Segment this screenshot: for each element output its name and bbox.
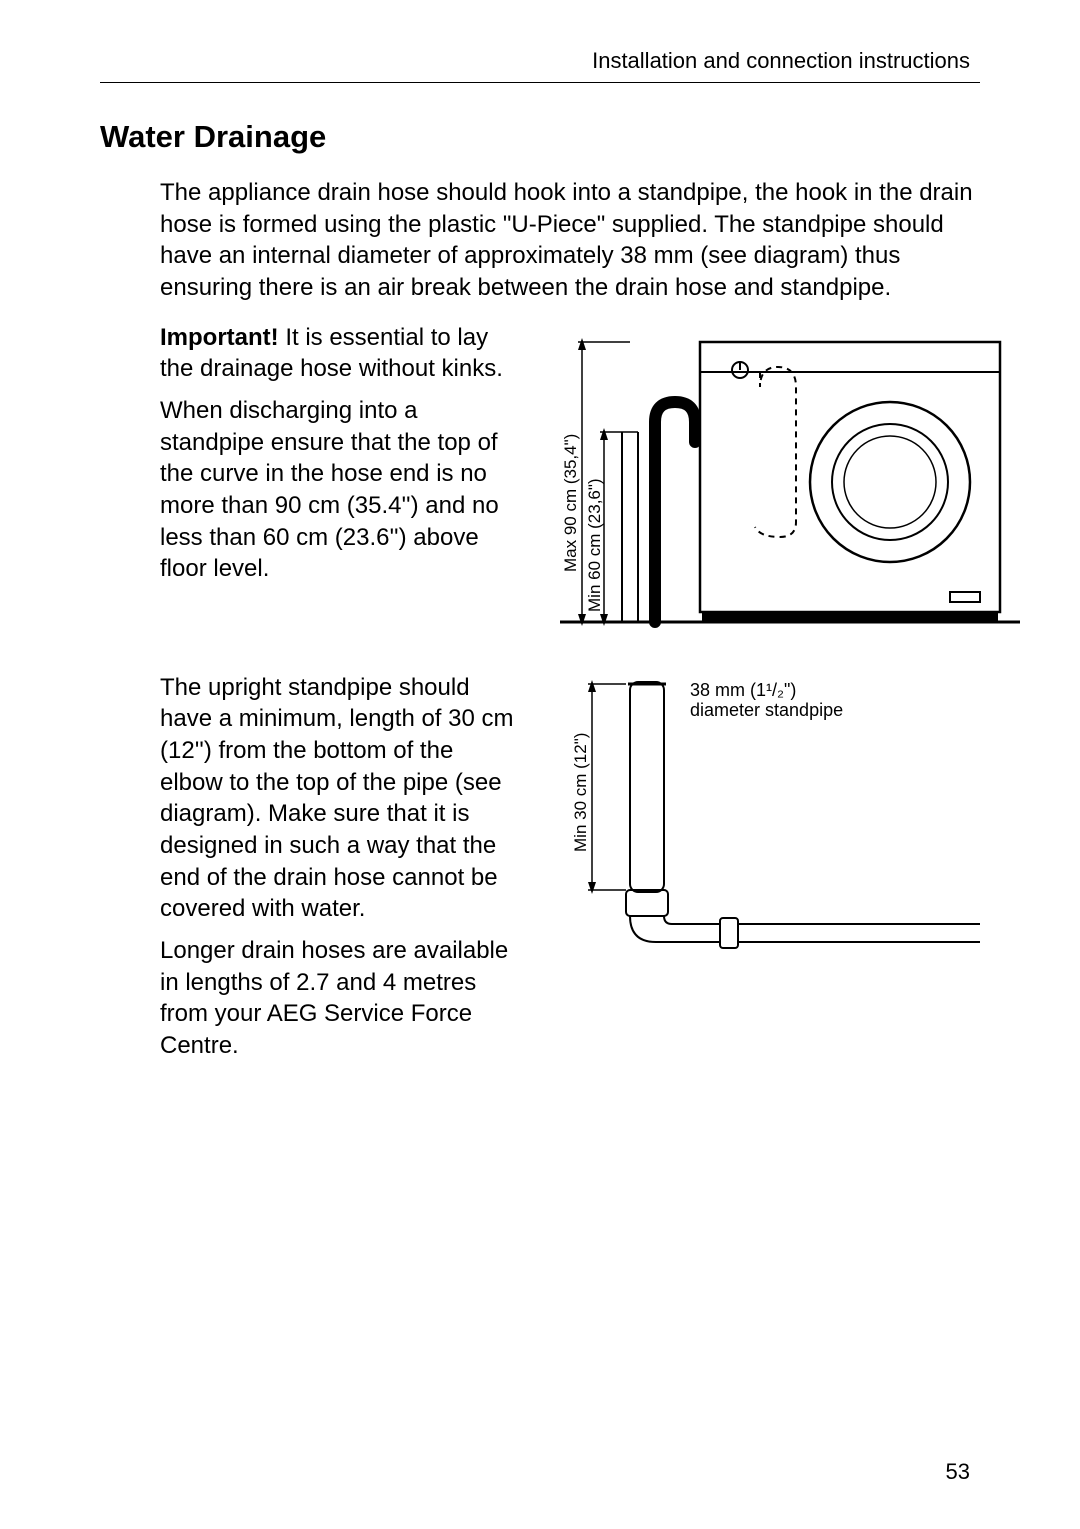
figure-1: Max 90 cm (35,4") Min 60 cm (23,6") (560, 322, 1020, 632)
page-number: 53 (946, 1459, 970, 1485)
block-1-para: When discharging into a standpipe ensure… (160, 395, 520, 585)
fig1-max-label: Max 90 cm (35,4") (561, 433, 580, 571)
block-1: Important! It is essential to lay the dr… (160, 322, 980, 632)
section-title: Water Drainage (100, 119, 980, 155)
washer-diagram: Max 90 cm (35,4") Min 60 cm (23,6") (560, 322, 1020, 632)
fig2-pipe-label-2: diameter standpipe (690, 700, 843, 720)
block-2: The upright standpipe should have a mini… (160, 672, 980, 1072)
standpipe-diagram: Min 30 cm (12") 38 mm (1¹/₂") diameter s… (560, 672, 1020, 982)
block-1-text: Important! It is essential to lay the dr… (160, 322, 520, 632)
intro-paragraph: The appliance drain hose should hook int… (160, 177, 980, 304)
fig2-pipe-label-1: 38 mm (1¹/₂") (690, 680, 796, 700)
figure-2: Min 30 cm (12") 38 mm (1¹/₂") diameter s… (560, 672, 1020, 1072)
fig1-min-label: Min 60 cm (23,6") (585, 478, 604, 612)
header-rule (100, 82, 980, 83)
running-header: Installation and connection instructions (100, 48, 980, 74)
block-2-para-b: Longer drain hoses are available in leng… (160, 935, 520, 1062)
important-line: Important! It is essential to lay the dr… (160, 322, 520, 385)
dim-min30 (588, 680, 626, 894)
block-2-text: The upright standpipe should have a mini… (160, 672, 520, 1072)
block-2-para-a: The upright standpipe should have a mini… (160, 672, 520, 925)
fig2-min-label: Min 30 cm (12") (571, 732, 590, 851)
important-label: Important! (160, 324, 279, 351)
page: Installation and connection instructions… (0, 0, 1080, 1529)
dim-min (600, 428, 638, 626)
